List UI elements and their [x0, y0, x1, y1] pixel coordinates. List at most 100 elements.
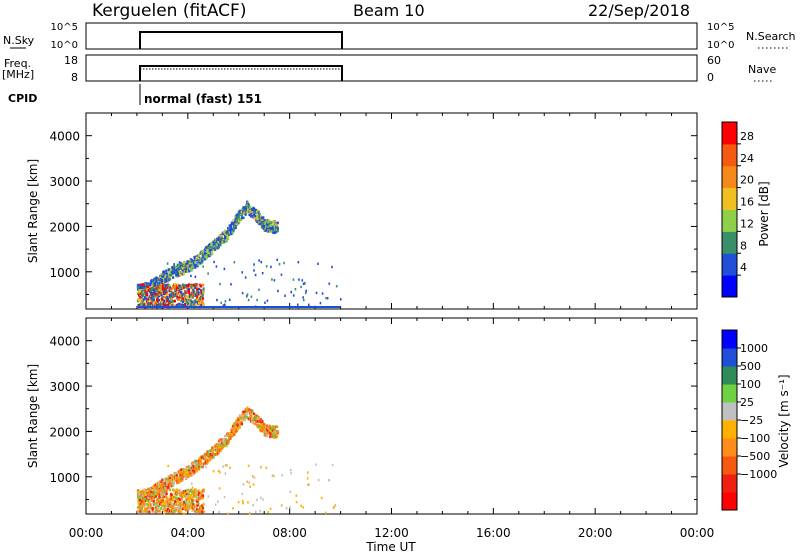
scatter-cell: [194, 493, 198, 497]
scatter-cell: [142, 489, 145, 493]
scatter-cell: [202, 287, 205, 290]
scatter-cell: [185, 263, 188, 266]
scatter-cell: [315, 463, 317, 466]
scatter-cell: [157, 507, 160, 510]
scatter-cell: [143, 507, 147, 511]
scatter-cell: [285, 506, 288, 510]
scatter-cell: [206, 460, 209, 464]
scatter-cell: [168, 478, 171, 481]
scatter-cell: [193, 507, 196, 511]
scatter-cell: [163, 493, 166, 496]
scatter-cell: [233, 223, 237, 226]
scatter-cell: [254, 510, 257, 514]
scatter-cell: [266, 219, 269, 222]
scatter-cell: [154, 281, 157, 284]
scatter-cell: [207, 249, 210, 252]
scatter-cell: [166, 276, 169, 279]
scatter-cell: [145, 503, 149, 506]
scatter-cell: [149, 503, 152, 507]
scatter-cell: [243, 413, 247, 417]
scatter-cell: [188, 502, 190, 506]
scatter-cell: [298, 278, 300, 281]
scatter-cell: [307, 483, 309, 487]
scatter-cell: [200, 507, 203, 510]
scatter-cell: [146, 282, 149, 286]
scatter-cell: [201, 259, 204, 263]
scatter-cell: [283, 261, 285, 265]
scatter-cell: [205, 256, 208, 259]
scatter-cell: [167, 283, 170, 287]
scatter-cell: [220, 447, 224, 450]
scatter-cell: [302, 296, 304, 299]
scatter-cell: [152, 281, 156, 285]
scatter-cell: [157, 290, 160, 294]
scatter-cell: [267, 510, 269, 514]
scatter-cell: [202, 294, 204, 298]
scatter-cell: [138, 289, 142, 292]
scatter-cell: [145, 497, 148, 501]
scatter-cell: [213, 243, 216, 246]
scatter-cell: [277, 289, 279, 293]
scatter-cell: [272, 425, 275, 428]
scatter-cell: [153, 496, 156, 499]
scatter-cell: [242, 501, 245, 505]
scatter-cell: [145, 302, 148, 306]
scatter-cell: [187, 496, 190, 499]
scatter-cell: [197, 489, 200, 493]
scatter-cell: [190, 482, 193, 485]
scatter-cell: [194, 463, 197, 467]
scatter-cell: [178, 289, 181, 293]
velocity-colorbar-tick-label: −1000: [740, 468, 777, 481]
scatter-cell: [236, 424, 240, 427]
scatter-cell: [257, 210, 260, 214]
scatter-cell: [244, 408, 247, 411]
scatter-cell: [159, 503, 162, 506]
scatter-cell: [152, 298, 156, 302]
scatter-cell: [190, 260, 193, 263]
scatter-cell: [170, 297, 173, 301]
scatter-cell: [223, 441, 226, 445]
scatter-cell: [140, 292, 143, 296]
scatter-cell: [265, 224, 268, 228]
scatter-cell: [175, 473, 179, 477]
scatter-cell: [193, 471, 196, 474]
scatter-cell: [180, 506, 183, 509]
scatter-cell: [297, 260, 300, 264]
scatter-cell: [184, 504, 187, 507]
y-tick-label: 4000: [49, 130, 80, 144]
scatter-cell: [217, 443, 220, 447]
scatter-cell: [233, 433, 236, 437]
scatter-cell: [189, 493, 192, 497]
scatter-cell: [308, 303, 310, 306]
velocity-colorbar-swatch: [722, 330, 737, 349]
scatter-cell: [140, 283, 143, 287]
scatter-cell: [165, 478, 168, 481]
scatter-cell: [177, 283, 180, 287]
scatter-cell: [254, 273, 257, 277]
scatter-cell: [191, 296, 194, 299]
scatter-cell: [252, 504, 254, 507]
scatter-cell: [163, 290, 166, 294]
scatter-cell: [160, 291, 163, 295]
scatter-cell: [262, 426, 265, 429]
scatter-cell: [179, 494, 182, 498]
scatter-cell: [175, 303, 178, 307]
scatter-cell: [193, 301, 196, 304]
scatter-cell: [275, 434, 279, 437]
scatter-cell: [253, 263, 255, 266]
scatter-cell: [217, 446, 221, 450]
scatter-cell: [211, 456, 214, 460]
scatter-cell: [236, 425, 240, 429]
scatter-cell: [217, 245, 221, 249]
scatter-cell: [202, 265, 204, 268]
scatter-cell: [178, 261, 181, 264]
scatter-cell: [174, 507, 177, 510]
scatter-cell: [180, 471, 183, 475]
scatter-cell: [255, 420, 258, 424]
scatter-cell: [177, 507, 180, 510]
scatter-cell: [242, 216, 245, 220]
scatter-cell: [163, 495, 166, 498]
scatter-cell: [294, 288, 297, 291]
scatter-cell: [202, 249, 205, 252]
